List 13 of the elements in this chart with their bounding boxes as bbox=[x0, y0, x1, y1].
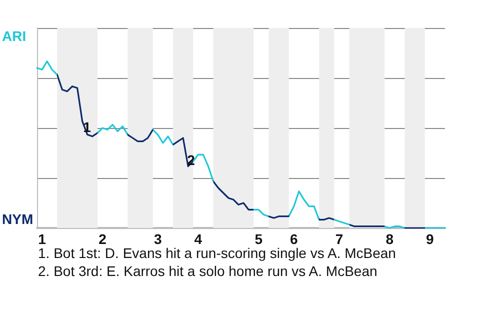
x-tick-label: 1 bbox=[38, 231, 46, 247]
x-tick-label: 5 bbox=[254, 231, 263, 247]
x-tick-label: 6 bbox=[290, 231, 298, 247]
x-tick-label: 2 bbox=[98, 231, 107, 247]
x-tick-label: 4 bbox=[194, 231, 202, 247]
text: ARI bbox=[2, 28, 26, 44]
text: NYM bbox=[2, 211, 34, 227]
text: 1. Bot 1st: D. Evans hit a run-scoring single vs A. McBean bbox=[38, 245, 396, 261]
x-tick-label: 8 bbox=[386, 231, 394, 247]
x-tick-label: 3 bbox=[154, 231, 162, 247]
x-tick-label: 7 bbox=[335, 231, 344, 247]
x-tick-label: 9 bbox=[426, 231, 434, 247]
text: 2. Bot 3rd: E. Karros hit a solo home run vs A. McBean bbox=[38, 263, 378, 279]
